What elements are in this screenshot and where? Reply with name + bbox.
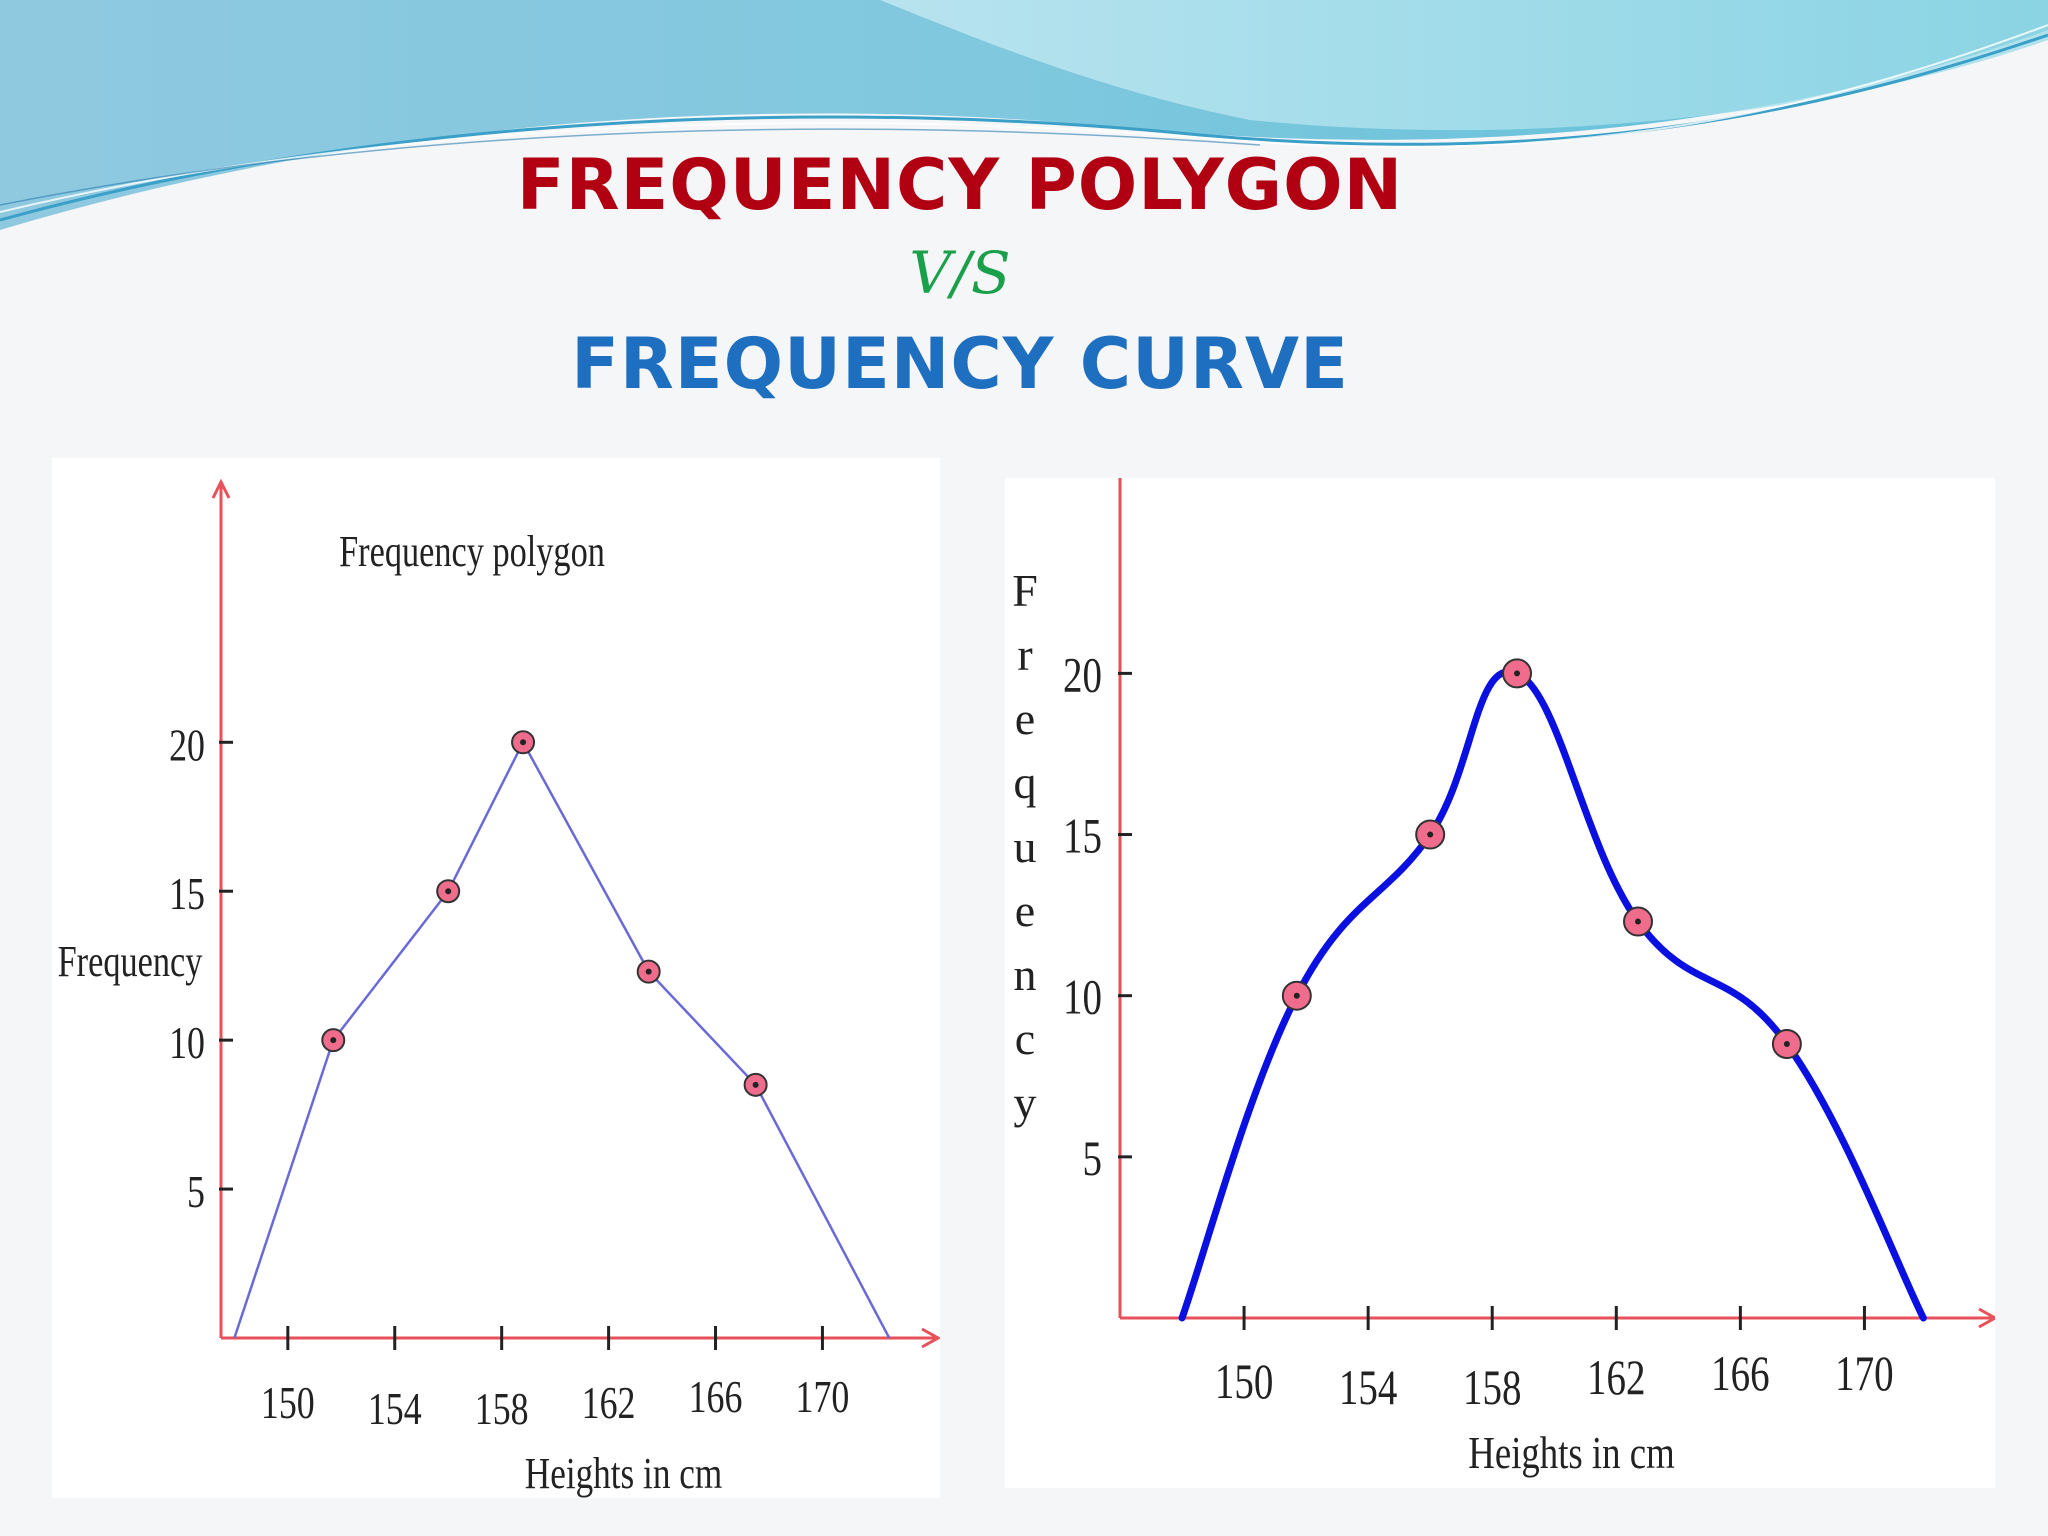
title-versus: V/S (909, 239, 1011, 307)
y-axis-label-letter: n (1014, 949, 1037, 1000)
data-point-center (645, 968, 652, 975)
data-point-center (752, 1081, 759, 1088)
y-axis-label-letter: e (1015, 885, 1035, 936)
y-tick-label: 10 (169, 1017, 205, 1068)
y-axis-label-letter: u (1014, 821, 1037, 872)
title-frequency-curve: FREQUENCY CURVE (571, 323, 1349, 405)
data-point-center (1514, 670, 1521, 677)
y-tick-label: 20 (169, 719, 205, 770)
y-axis-label: Frequency (58, 937, 203, 986)
data-point-center (1783, 1041, 1790, 1048)
y-tick-label: 15 (169, 868, 205, 919)
x-axis-arrow (921, 1327, 942, 1349)
data-point-center (520, 739, 527, 746)
y-tick-label: 10 (1063, 969, 1102, 1025)
x-tick-label: 154 (1339, 1359, 1397, 1415)
x-tick-label: 166 (689, 1371, 743, 1422)
y-tick-label: 5 (1082, 1130, 1102, 1186)
y-axis-label-letter: F (1012, 565, 1038, 616)
data-point-center (1293, 992, 1300, 999)
x-tick-label: 150 (1215, 1353, 1273, 1409)
y-tick-label: 15 (1063, 808, 1102, 864)
x-tick-label: 162 (1587, 1349, 1645, 1405)
title-frequency-polygon: FREQUENCY POLYGON (516, 144, 1404, 226)
data-point-center (1427, 831, 1434, 838)
frequency-curve-svg: 150 154 158 162 166 170 5 10 15 20 Heights in cm Fr… (1012, 454, 1999, 1479)
slide-title: FREQUENCY POLYGON V/S FREQUENCY CURVE (0, 140, 1920, 412)
x-tick-label: 158 (1463, 1359, 1521, 1415)
frequency-polygon-svg: 150 154 158 162 166 170 5 10 15 20 Heights in cm Fr… (58, 478, 942, 1498)
data-point-center (445, 888, 452, 895)
chart-title: Frequency polygon (339, 527, 605, 576)
data-point-center (330, 1037, 337, 1044)
x-tick-label: 154 (368, 1383, 422, 1434)
y-axis-label-letter: r (1017, 629, 1032, 680)
x-axis-label: Heights in cm (1468, 1428, 1674, 1479)
y-axis-label-letter: e (1015, 693, 1035, 744)
y-axis-label-letter: q (1014, 757, 1037, 808)
data-point-center (1635, 918, 1642, 925)
y-tick-label: 5 (187, 1166, 205, 1217)
y-tick-label: 20 (1063, 647, 1102, 703)
x-tick-label: 170 (796, 1371, 850, 1422)
x-tick-label: 166 (1711, 1345, 1769, 1401)
x-axis-label: Heights in cm (525, 1448, 722, 1498)
y-axis-label-letter: y (1014, 1077, 1037, 1128)
y-axis-label-letter: c (1015, 1013, 1035, 1064)
x-tick-label: 150 (261, 1377, 315, 1428)
x-tick-label: 170 (1835, 1345, 1893, 1401)
frequency-polygon-chart: 150 154 158 162 166 170 5 10 15 20 Heights in cm Fr… (52, 458, 942, 1498)
x-tick-label: 158 (475, 1383, 529, 1434)
y-axis-arrow (211, 478, 231, 499)
header-wave-decoration (0, 0, 2048, 230)
x-tick-label: 162 (582, 1377, 636, 1428)
